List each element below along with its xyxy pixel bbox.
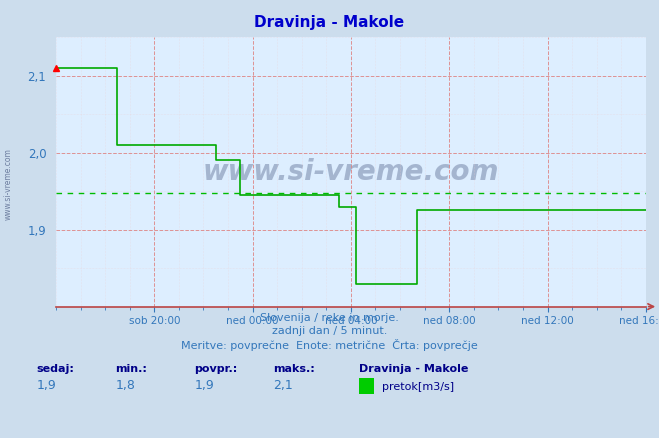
Text: Dravinja - Makole: Dravinja - Makole	[254, 15, 405, 30]
Text: zadnji dan / 5 minut.: zadnji dan / 5 minut.	[272, 326, 387, 336]
Text: 1,9: 1,9	[36, 379, 56, 392]
Text: Slovenija / reke in morje.: Slovenija / reke in morje.	[260, 313, 399, 323]
Text: Meritve: povprečne  Enote: metrične  Črta: povprečje: Meritve: povprečne Enote: metrične Črta:…	[181, 339, 478, 351]
Text: 1,9: 1,9	[194, 379, 214, 392]
Text: pretok[m3/s]: pretok[m3/s]	[382, 382, 454, 392]
Text: povpr.:: povpr.:	[194, 364, 238, 374]
Text: sedaj:: sedaj:	[36, 364, 74, 374]
Text: 2,1: 2,1	[273, 379, 293, 392]
Text: maks.:: maks.:	[273, 364, 315, 374]
Text: Dravinja - Makole: Dravinja - Makole	[359, 364, 469, 374]
Text: www.si-vreme.com: www.si-vreme.com	[203, 158, 499, 186]
Text: 1,8: 1,8	[115, 379, 135, 392]
Text: min.:: min.:	[115, 364, 147, 374]
Text: www.si-vreme.com: www.si-vreme.com	[3, 148, 13, 220]
